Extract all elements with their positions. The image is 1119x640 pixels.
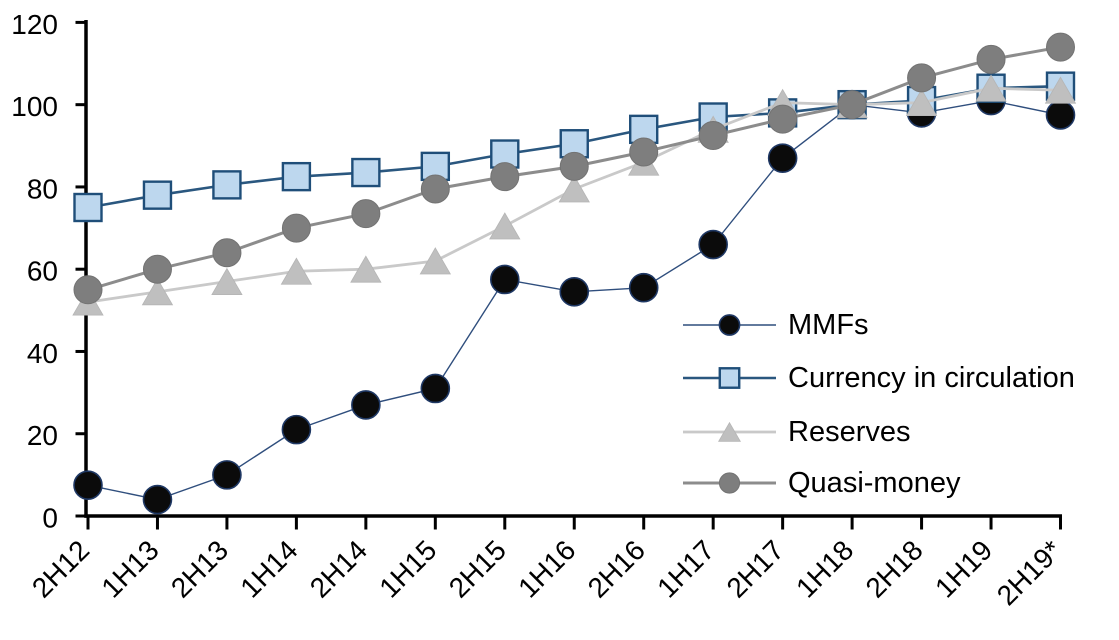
y-axis-tick-label: 100 bbox=[11, 91, 58, 122]
x-axis-tick-label: 1H13 bbox=[95, 534, 164, 603]
series-quasi-money bbox=[73, 32, 1075, 305]
legend-label-quasi-money: Quasi-money bbox=[788, 467, 961, 499]
marker-reserves bbox=[350, 255, 382, 283]
marker-mmfs bbox=[73, 470, 103, 500]
marker-mmfs bbox=[628, 272, 659, 303]
marker-currency-in-circulation bbox=[212, 170, 242, 200]
marker-quasi-money bbox=[559, 151, 589, 181]
marker-mmfs bbox=[420, 373, 451, 404]
legend-item-mmfs: MMFs bbox=[683, 309, 869, 341]
x-axis-tick-label: 2H15 bbox=[443, 534, 512, 603]
marker-mmfs bbox=[559, 277, 590, 307]
marker-currency-in-circulation bbox=[281, 161, 312, 192]
marker-mmfs bbox=[489, 264, 520, 295]
marker-reserves bbox=[975, 74, 1007, 102]
y-axis-tick-label: 80 bbox=[27, 173, 58, 204]
legend-label-currency-in-circulation: Currency in circulation bbox=[788, 362, 1075, 394]
x-axis-tick-label: 2H13 bbox=[165, 534, 234, 603]
marker-quasi-money bbox=[698, 121, 728, 151]
x-axis-tick-label: 1H14 bbox=[234, 534, 303, 603]
marker-mmfs bbox=[718, 314, 741, 336]
marker-reserves bbox=[558, 175, 590, 203]
marker-quasi-money bbox=[142, 254, 172, 284]
x-axis-tick-label: 1H17 bbox=[651, 534, 720, 603]
x-axis-tick-label: 2H14 bbox=[304, 534, 373, 603]
legend-item-currency-in-circulation: Currency in circulation bbox=[683, 362, 1075, 394]
x-axis-tick-label: 2H19* bbox=[991, 534, 1068, 611]
marker-quasi-money bbox=[837, 90, 867, 120]
legend-label-reserves: Reserves bbox=[788, 416, 911, 448]
y-axis-tick-label: 0 bbox=[42, 503, 58, 534]
marker-reserves bbox=[718, 421, 741, 442]
marker-mmfs bbox=[351, 390, 381, 420]
marker-reserves bbox=[489, 212, 521, 240]
marker-mmfs bbox=[1045, 100, 1076, 130]
legend-item-quasi-money: Quasi-money bbox=[683, 467, 961, 499]
marker-quasi-money bbox=[73, 275, 103, 305]
marker-mmfs bbox=[767, 143, 798, 173]
marker-quasi-money bbox=[212, 238, 242, 268]
marker-reserves bbox=[211, 267, 243, 295]
marker-reserves bbox=[1044, 76, 1077, 104]
x-axis-tick-label: 2H12 bbox=[26, 534, 95, 603]
y-axis-tick-label: 60 bbox=[27, 256, 58, 287]
marker-mmfs bbox=[281, 414, 312, 445]
marker-quasi-money bbox=[1046, 32, 1075, 62]
marker-currency-in-circulation bbox=[718, 367, 741, 389]
marker-quasi-money bbox=[907, 63, 937, 93]
legend-label-mmfs: MMFs bbox=[788, 309, 869, 341]
y-axis-tick-label: 120 bbox=[11, 9, 58, 40]
marker-reserves bbox=[280, 257, 313, 285]
x-axis-tick-label: 1H19 bbox=[929, 534, 998, 603]
x-axis-tick-label: 1H18 bbox=[790, 534, 859, 603]
x-axis-tick-label: 2H18 bbox=[860, 534, 929, 603]
x-axis-tick-label: 1H16 bbox=[512, 534, 581, 603]
marker-quasi-money bbox=[976, 44, 1006, 74]
y-axis-tick-label: 40 bbox=[27, 338, 58, 369]
legend-item-reserves: Reserves bbox=[683, 416, 911, 448]
marker-quasi-money bbox=[718, 472, 741, 494]
marker-currency-in-circulation bbox=[351, 157, 381, 188]
marker-currency-in-circulation bbox=[73, 192, 103, 223]
x-axis-tick-label: 2H17 bbox=[721, 534, 790, 603]
marker-quasi-money bbox=[768, 104, 798, 134]
marker-quasi-money bbox=[490, 162, 520, 192]
marker-mmfs bbox=[698, 229, 728, 260]
marker-quasi-money bbox=[420, 174, 450, 204]
legend: MMFs Currency in circulation Reserves Quasi… bbox=[683, 309, 1075, 499]
y-axis-tick-label: 20 bbox=[27, 420, 58, 451]
marker-currency-in-circulation bbox=[142, 180, 173, 210]
x-axis-tick-label: 2H16 bbox=[582, 534, 651, 603]
marker-quasi-money bbox=[351, 199, 381, 229]
marker-reserves bbox=[141, 278, 174, 306]
x-axis-tick-label: 1H15 bbox=[373, 534, 442, 603]
marker-reserves bbox=[419, 247, 452, 275]
marker-mmfs bbox=[212, 460, 242, 490]
marker-reserves bbox=[905, 88, 938, 117]
marker-quasi-money bbox=[281, 213, 311, 243]
marker-quasi-money bbox=[629, 137, 659, 167]
marker-mmfs bbox=[142, 484, 173, 515]
series-mmfs bbox=[73, 85, 1076, 515]
